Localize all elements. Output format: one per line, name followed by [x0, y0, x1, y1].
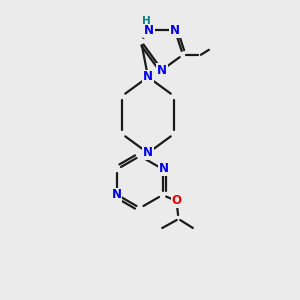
Text: N: N	[144, 24, 154, 37]
Text: N: N	[143, 70, 153, 83]
Text: N: N	[157, 64, 167, 76]
Text: N: N	[170, 24, 180, 37]
Text: N: N	[112, 188, 122, 202]
Text: O: O	[172, 194, 182, 208]
Text: N: N	[143, 146, 153, 160]
Text: H: H	[142, 16, 150, 26]
Text: N: N	[158, 163, 169, 176]
